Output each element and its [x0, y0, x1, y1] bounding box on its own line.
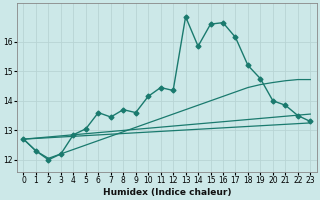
X-axis label: Humidex (Indice chaleur): Humidex (Indice chaleur)	[103, 188, 231, 197]
